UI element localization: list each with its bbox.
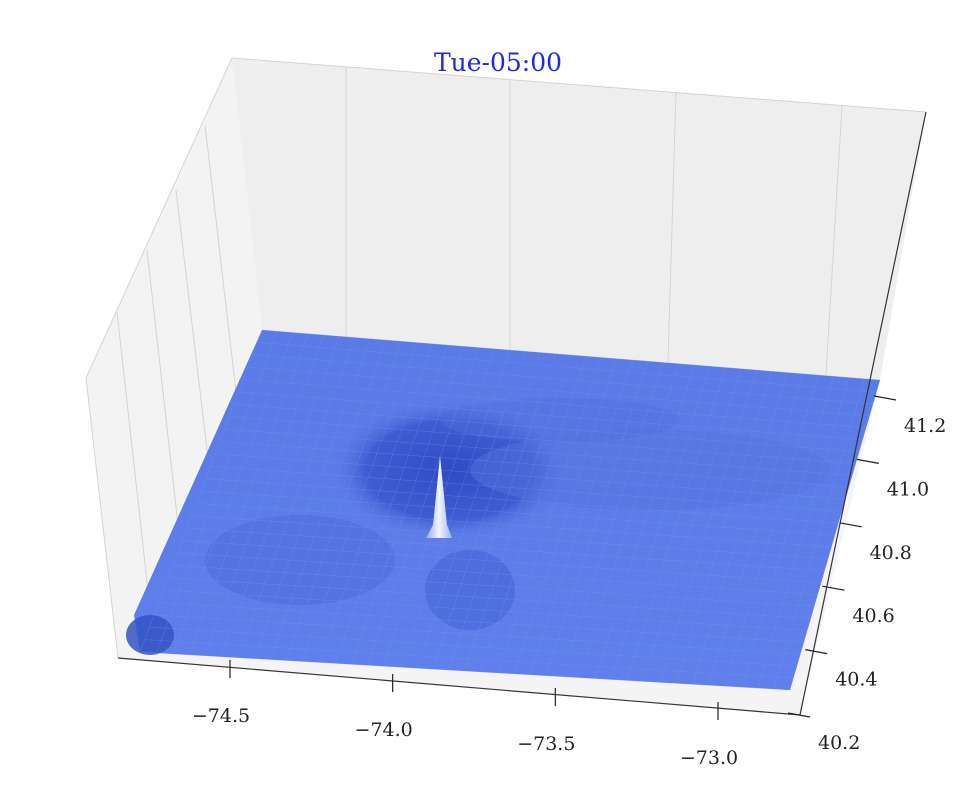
y-tick-mark bbox=[787, 712, 811, 718]
mesh-line bbox=[144, 639, 794, 679]
pane-left-edge bbox=[85, 57, 233, 379]
mesh-line bbox=[168, 577, 811, 619]
mesh-line bbox=[200, 490, 836, 536]
left-pane bbox=[86, 58, 262, 658]
x-tick-label: −74.0 bbox=[355, 719, 413, 741]
pane-left-vertical bbox=[85, 377, 119, 659]
mesh-line bbox=[163, 589, 808, 631]
surface-corner-dip bbox=[126, 615, 174, 655]
mesh-line bbox=[243, 379, 867, 428]
y-tick-label: 40.2 bbox=[818, 732, 860, 754]
y-tick-label: 41.2 bbox=[904, 415, 946, 437]
y-tick-label: 41.0 bbox=[887, 478, 929, 500]
y-tick-mark bbox=[856, 458, 879, 464]
x-tick-label: −74.5 bbox=[192, 705, 250, 727]
mesh-line bbox=[177, 552, 818, 595]
y-axis: 40.2 40.4 40.6 40.8 41.0 41.2 bbox=[787, 395, 946, 754]
mesh-line bbox=[233, 404, 860, 452]
mesh-line bbox=[210, 466, 842, 512]
back-grid bbox=[345, 67, 843, 376]
mesh-line bbox=[158, 602, 804, 643]
surface-depression bbox=[330, 400, 570, 540]
pane-top-edge bbox=[231, 57, 927, 113]
surface-ridges-left bbox=[205, 515, 395, 605]
x-tick-label: −73.5 bbox=[517, 733, 575, 755]
y-tick-mark bbox=[822, 585, 845, 591]
mesh-line bbox=[154, 614, 801, 655]
mesh-line bbox=[257, 342, 877, 393]
mesh-line bbox=[191, 515, 829, 560]
surface-ridges-right bbox=[470, 430, 830, 510]
mesh-line bbox=[186, 527, 825, 571]
surface bbox=[126, 329, 881, 691]
mesh-line bbox=[205, 478, 839, 524]
mesh-line bbox=[247, 366, 870, 416]
mesh-line bbox=[252, 354, 874, 405]
mesh-line bbox=[172, 565, 815, 607]
y-tick-label: 40.4 bbox=[835, 669, 877, 691]
y-tick-mark bbox=[805, 649, 828, 655]
mesh-line bbox=[215, 453, 846, 500]
mesh-line bbox=[238, 391, 863, 440]
y-tick-label: 40.8 bbox=[870, 542, 912, 564]
chart-title: Tue-05:00 bbox=[434, 48, 562, 77]
y-tick-mark bbox=[873, 395, 897, 401]
mesh-line bbox=[182, 540, 822, 583]
x-axis: −74.5 −74.0 −73.5 −73.0 bbox=[192, 660, 738, 769]
mesh-line bbox=[149, 627, 797, 667]
y-axis-line bbox=[799, 111, 927, 716]
y-tick-mark bbox=[839, 522, 862, 528]
y-tick-label: 40.6 bbox=[852, 605, 894, 627]
mesh-line bbox=[219, 441, 849, 488]
x-axis-line bbox=[117, 657, 801, 716]
back-pane bbox=[232, 58, 926, 380]
x-tick-label: −73.0 bbox=[680, 747, 738, 769]
mesh-line bbox=[224, 428, 853, 476]
surface-mesh bbox=[139, 329, 881, 691]
surface-peak bbox=[426, 456, 452, 538]
surface-ridges-top bbox=[440, 398, 680, 442]
side-grid bbox=[116, 124, 237, 591]
mesh-line bbox=[229, 416, 856, 464]
mesh-line bbox=[261, 329, 881, 381]
mesh-line bbox=[196, 503, 832, 548]
surface-trough bbox=[425, 550, 515, 630]
mesh-line bbox=[139, 651, 791, 691]
